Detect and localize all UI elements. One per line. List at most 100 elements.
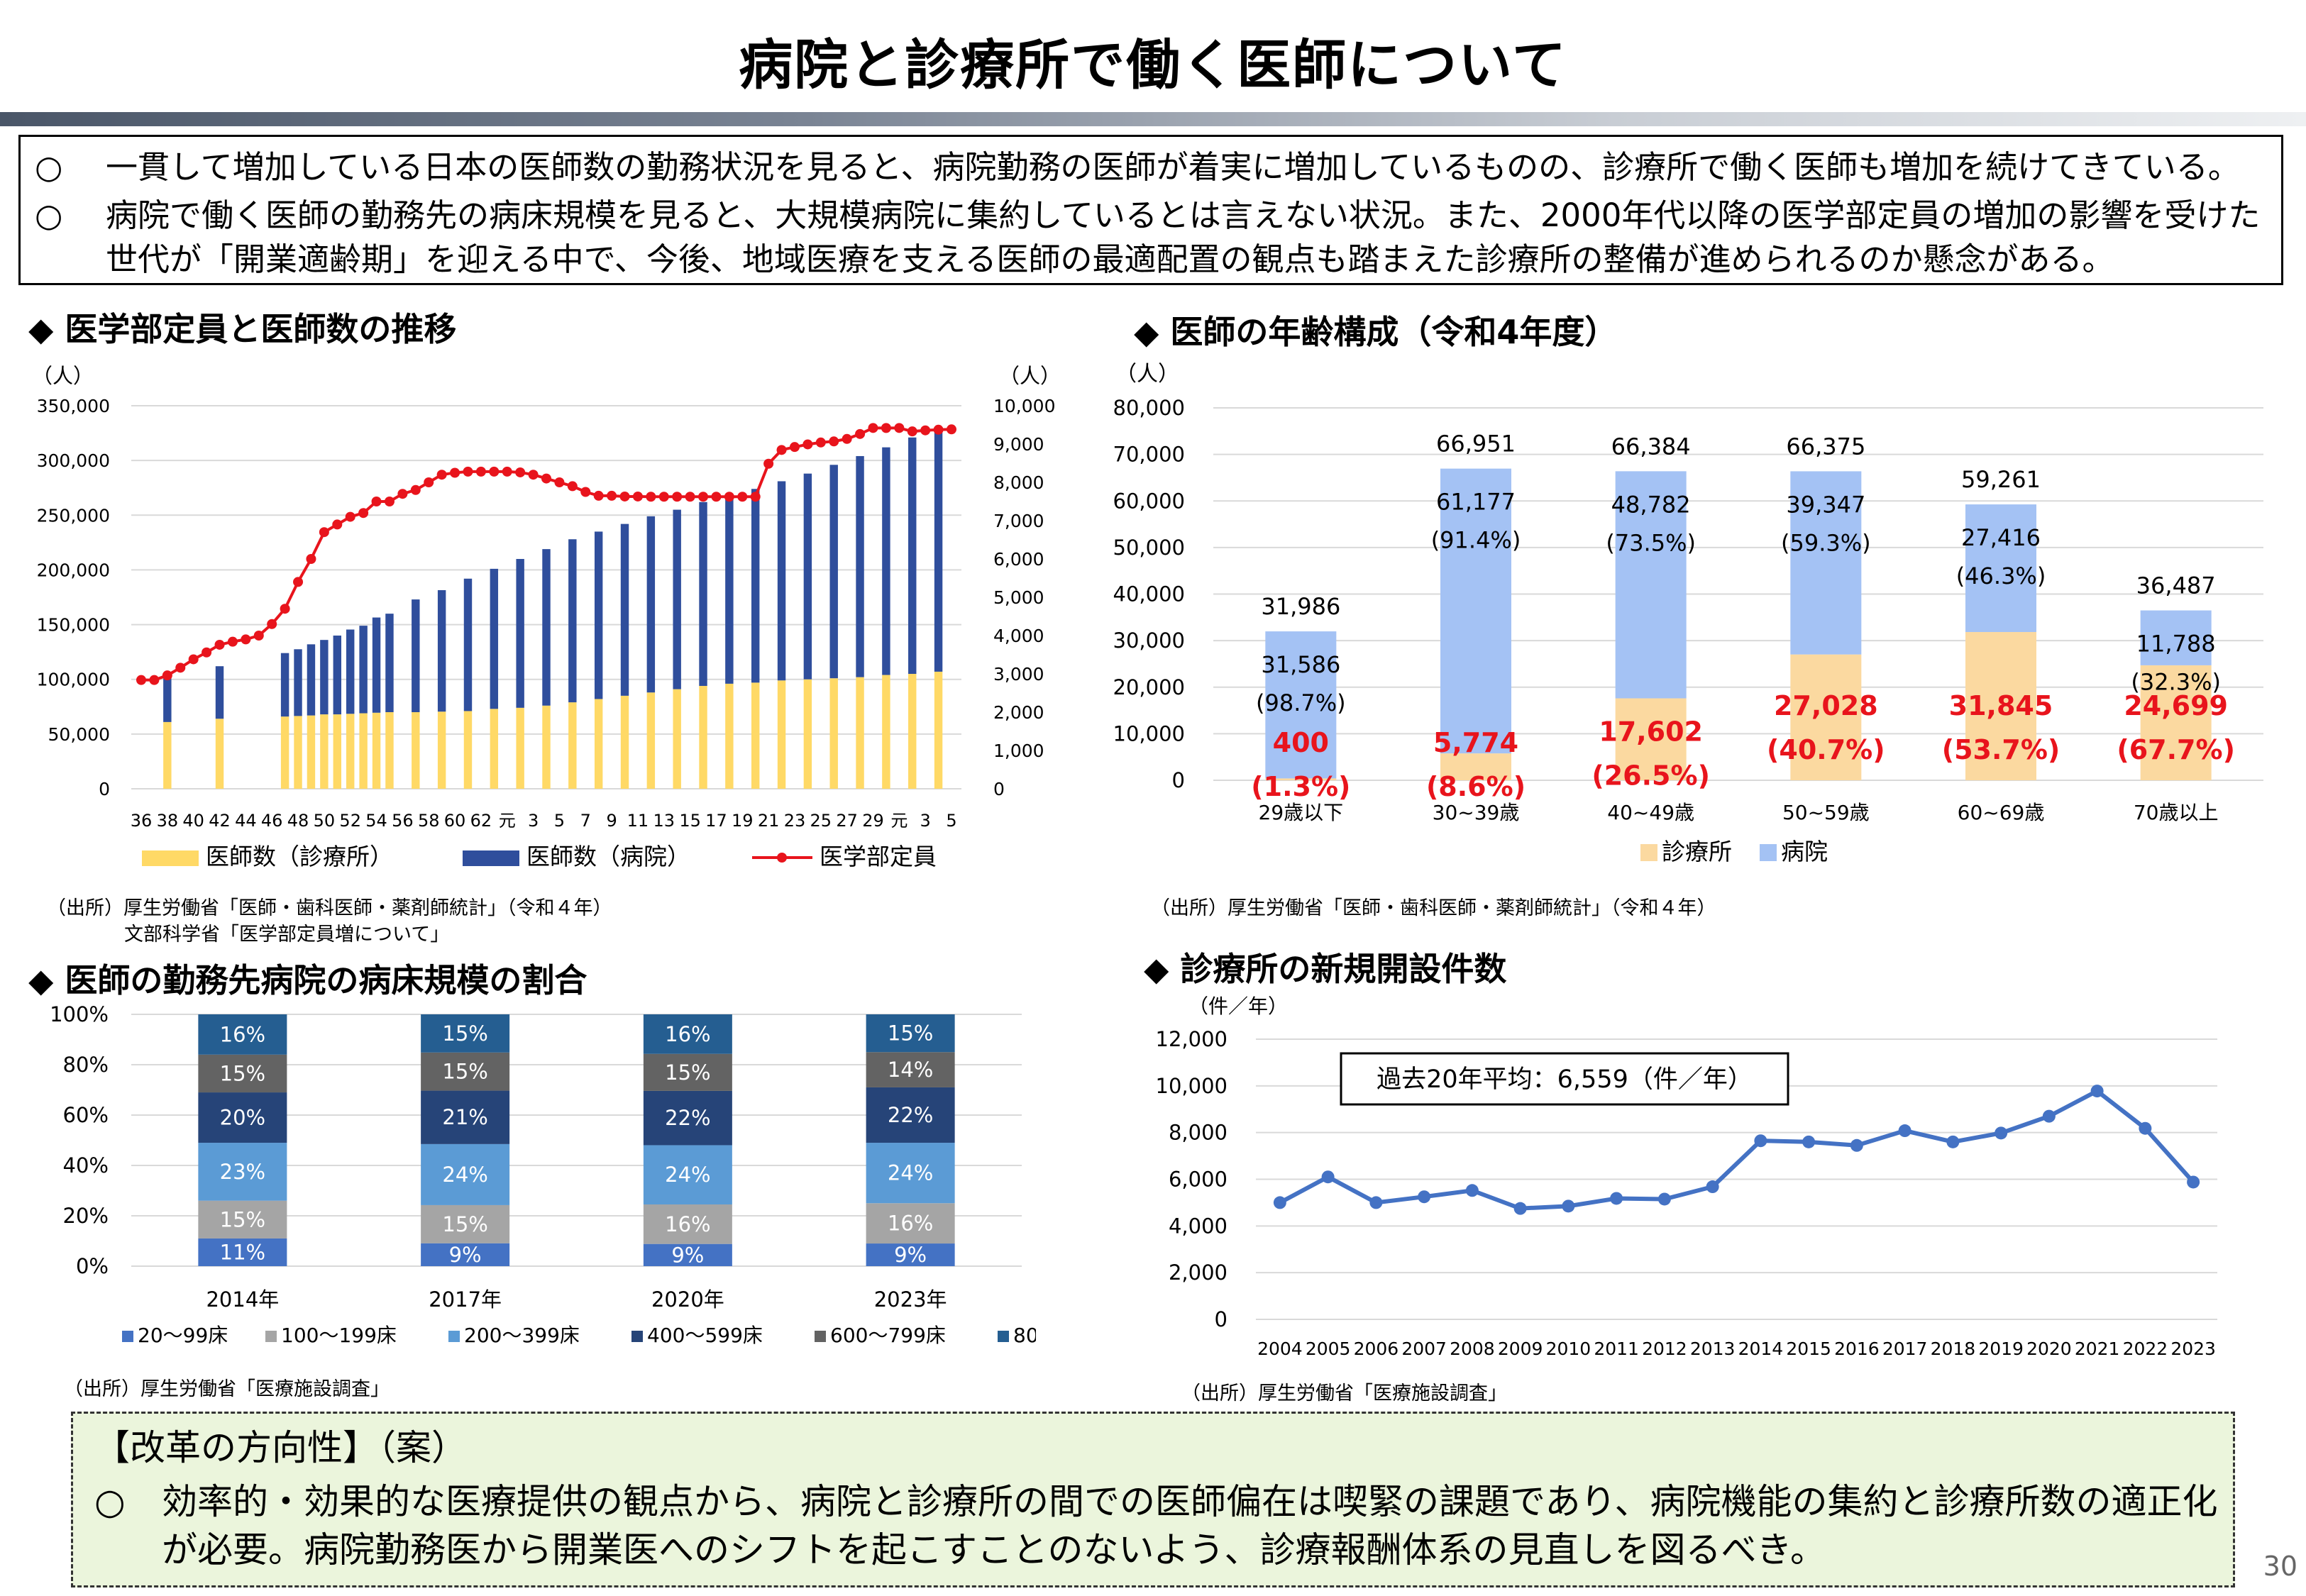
chart1-quota-point	[868, 423, 878, 433]
chart2-y-tick-label: 30,000	[1113, 628, 1185, 653]
chart1-bar-hospital	[908, 437, 917, 674]
chart4-point	[2187, 1175, 2200, 1189]
chart1-bar-clinic	[215, 719, 224, 789]
chart1-quota-point	[319, 527, 329, 538]
page-title: 病院と診療所で働く医師について	[739, 33, 1567, 96]
chart1-quota-point	[658, 492, 669, 502]
chart1-bar-clinic	[777, 680, 786, 789]
chart1-quota-point	[202, 647, 212, 658]
chart1-bar-hospital	[163, 678, 172, 722]
chart2-total-label: 36,487	[2136, 572, 2216, 599]
chart1-right-tick-label: 6,000	[993, 549, 1044, 570]
chart1-quota-point	[829, 436, 839, 447]
chart1-quota-point	[384, 497, 395, 506]
chart3-bar-segment	[866, 1203, 955, 1244]
chart1-x-tick-label: 5	[946, 811, 956, 831]
chart1-bar-hospital	[412, 599, 420, 712]
chart4-x-tick-label: 2015	[1786, 1339, 1831, 1359]
chart4-x-tick-label: 2017	[1882, 1339, 1928, 1359]
chart2-clinic-value: 27,028	[1774, 690, 1878, 721]
chart1-quota-point	[149, 675, 160, 685]
chart1-quota-point	[802, 439, 813, 450]
chart4-point	[1946, 1135, 1960, 1148]
chart2-legend-swatch-hospital	[1760, 844, 1777, 861]
chart1-bar-clinic	[372, 712, 381, 789]
chart2-y-tick-label: 70,000	[1113, 443, 1185, 467]
chart1-bar-hospital	[346, 629, 355, 714]
chart3-bar-segment	[198, 1200, 287, 1238]
chart4-x-tick-label: 2008	[1450, 1339, 1495, 1359]
chart1-legend-swatch-clinic	[142, 850, 199, 866]
bed-size-share-chart: 11% 15% 23% 20% 15% 16% 9% 15% 24% 21% 15% 15% 9% 16%…	[50, 1002, 1036, 1347]
chart3-bar-segment	[866, 1143, 955, 1204]
chart1-bar-hospital	[372, 617, 381, 713]
chart3-bar-segment	[643, 1014, 732, 1054]
chart1-quota-point	[855, 428, 866, 439]
chart4-point	[2139, 1121, 2152, 1135]
chart1-quota-point	[842, 433, 852, 444]
chart3-segment-label: 22%	[665, 1106, 710, 1130]
chart4-x-tick-label: 2023	[2170, 1339, 2216, 1359]
chart2-bar-hospital	[1440, 468, 1511, 754]
chart1-quota-point	[424, 477, 434, 487]
chart3-bar-segment	[866, 1087, 955, 1143]
chart4-axes: 0 2,000 4,000 6,000 8,000 10,000 12,000 （件／年） 20…	[1156, 994, 2216, 1359]
chart2-bar-hospital	[1615, 471, 1687, 699]
chart1-bar-clinic	[542, 705, 551, 789]
chart1-bar-hospital	[294, 649, 302, 716]
chart1-bar-clinic	[307, 715, 316, 789]
chart4-point	[1850, 1138, 1863, 1152]
chart1-bar-clinic	[516, 707, 524, 789]
chart2-bar-clinic	[1440, 753, 1511, 780]
chart1-x-tick-label: 3	[920, 811, 931, 831]
chart1-quota-point	[371, 497, 382, 506]
chart1-bar-clinic	[882, 675, 890, 789]
chart2-bar-clinic	[1615, 698, 1687, 780]
chart4-x-tick-label: 2020	[2026, 1339, 2072, 1359]
page-number: 30	[2263, 1551, 2297, 1582]
chart1-bar-hospital	[699, 501, 707, 686]
chart1-bar-hospital	[320, 640, 329, 715]
chart2-y-tick-label: 40,000	[1113, 582, 1185, 606]
chart1-bar-clinic	[320, 714, 329, 789]
chart1-quota-point	[450, 467, 460, 478]
chart3-bar-segment	[421, 1204, 510, 1243]
chart2-hospital-pct: (46.3%)	[1956, 563, 2046, 589]
chart3-legend-swatch	[631, 1331, 643, 1342]
chart3-bar-segment	[198, 1238, 287, 1266]
chart1-bar-clinic	[490, 709, 499, 789]
chart3-segment-label: 9%	[894, 1243, 927, 1267]
chart1-x-tick-label: 25	[810, 811, 832, 831]
chart1-bar-clinic	[829, 678, 838, 789]
chart3-legend-label: 20～99床	[138, 1324, 228, 1347]
chart1-right-tick-label: 1,000	[993, 741, 1044, 761]
chart1-x-tick-label: 50	[314, 811, 336, 831]
chart1-bar-clinic	[294, 716, 302, 789]
chart4-point	[1465, 1184, 1479, 1197]
chart1-bar-clinic	[646, 692, 656, 789]
chart1-quota-point	[763, 458, 774, 469]
chart1-right-tick-label: 10,000	[993, 396, 1055, 416]
chart1-quota-point	[607, 490, 617, 501]
chart1-x-tick-label: 元	[890, 811, 907, 831]
chart1-quota-point	[227, 636, 238, 647]
chart1-bar-hospital	[620, 523, 629, 696]
chart1-quota-point	[894, 423, 905, 433]
chart1-bar-clinic	[751, 682, 760, 789]
chart4-point	[1369, 1196, 1383, 1209]
chart1-legend: 医師数（診療所） 医師数（病院） 医学部定員	[142, 843, 937, 870]
chart1-bars	[163, 431, 943, 789]
chart2-x-tick-label: 29歳以下	[1259, 801, 1344, 824]
chart4-x-tick-label: 2004	[1257, 1339, 1303, 1359]
chart1-x-tick-label: 19	[732, 811, 754, 831]
chart1-right-tick-label: 7,000	[993, 511, 1044, 531]
chart1-legend-quota: 医学部定員	[820, 843, 937, 870]
chart4-x-tick-label: 2010	[1546, 1339, 1591, 1359]
chart1-x-tick-label: 48	[287, 811, 309, 831]
summary-bullet-2: 病院で働く医師の勤務先の病床規模を見ると、大規模病院に集約しているとは言えない状…	[106, 196, 2261, 278]
chart4-x-tick-label: 2006	[1354, 1339, 1399, 1359]
chart4-y-tick-label: 4,000	[1169, 1214, 1228, 1238]
chart3-bar-segment	[643, 1204, 732, 1244]
chart3-bar-segment	[421, 1090, 510, 1144]
source-note-age: （出所）厚生労働省「医師・歯科医師・薬剤師統計」（令和４年）	[1151, 897, 1716, 919]
